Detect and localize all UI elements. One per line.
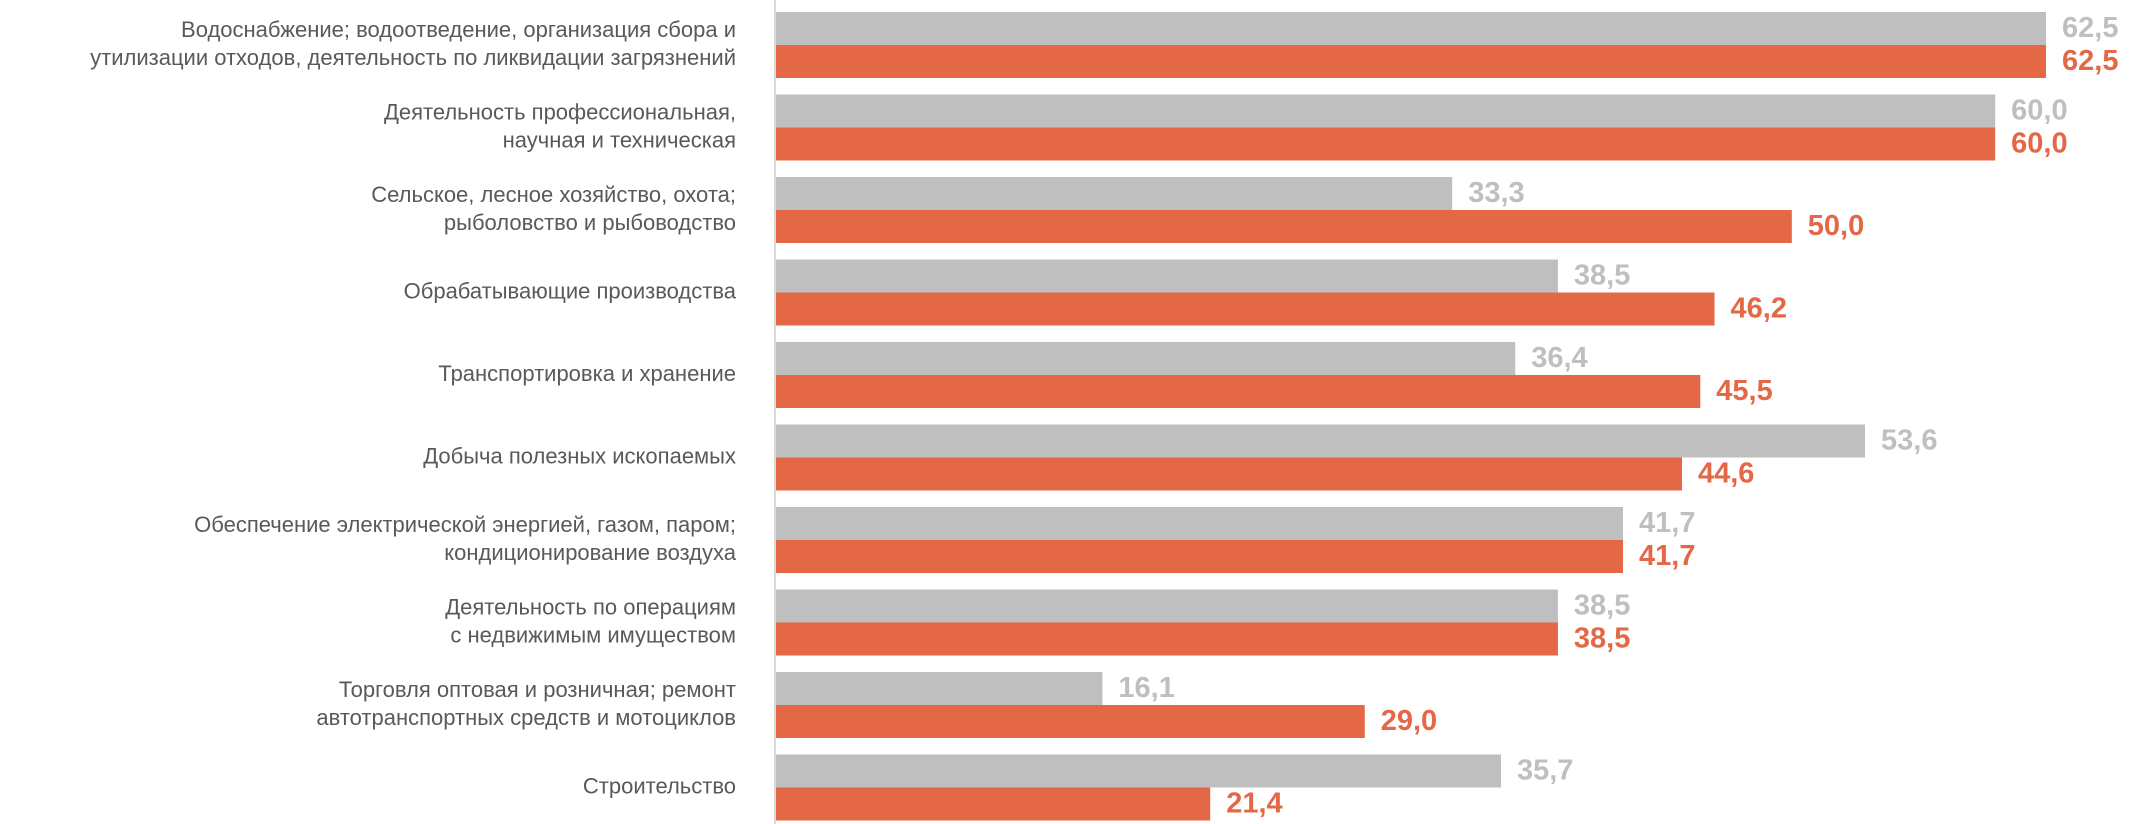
category-label-4-line-0: Транспортировка и хранение (438, 361, 736, 386)
bar-s0-5 (775, 424, 1866, 458)
bars-layer (775, 12, 2046, 821)
data-label-s1-4: 45,5 (1716, 375, 1772, 407)
category-label-5-line-0: Добыча полезных ископаемых (423, 443, 736, 468)
category-label-2-line-1: рыболовство и рыбоводство (444, 210, 736, 235)
category-label-1-line-0: Деятельность профессиональная, (384, 99, 736, 124)
bar-s1-6 (775, 540, 1624, 573)
bar-s0-8 (775, 672, 1103, 705)
bar-s1-2 (775, 210, 1792, 243)
category-label-0-line-0: Водоснабжение; водоотведение, организаци… (181, 17, 736, 42)
category-label-3-line-0: Обрабатывающие производства (404, 278, 737, 303)
data-label-s0-8: 16,1 (1118, 672, 1174, 704)
category-label-8-line-1: автотранспортных средств и мотоциклов (316, 705, 736, 730)
bar-s1-8 (775, 705, 1365, 738)
category-label-9-line-0: Строительство (583, 773, 736, 798)
category-label-6-line-0: Обеспечение электрической энергией, газо… (194, 512, 736, 537)
bar-s0-9 (775, 754, 1501, 788)
data-label-s1-0: 62,5 (2062, 45, 2118, 77)
data-label-s1-6: 41,7 (1639, 540, 1695, 572)
data-label-s1-7: 38,5 (1574, 623, 1630, 655)
data-label-s1-8: 29,0 (1381, 705, 1437, 737)
data-label-s0-9: 35,7 (1517, 755, 1573, 787)
category-label-2-line-0: Сельское, лесное хозяйство, охота; (371, 182, 736, 207)
category-label-7-line-1: с недвижимым имуществом (450, 622, 736, 647)
bar-s0-2 (775, 177, 1453, 210)
bar-s1-5 (775, 457, 1682, 491)
bar-s1-3 (775, 292, 1715, 326)
bar-s1-9 (775, 787, 1211, 821)
bar-s1-4 (775, 375, 1701, 408)
bar-s0-1 (775, 94, 1996, 128)
bar-s1-0 (775, 45, 2046, 78)
bar-s0-7 (775, 589, 1558, 623)
data-label-s0-5: 53,6 (1881, 425, 1937, 457)
category-label-8-line-0: Торговля оптовая и розничная; ремонт (339, 677, 736, 702)
category-label-7-line-0: Деятельность по операциям (445, 594, 736, 619)
data-label-s1-5: 44,6 (1698, 458, 1754, 490)
category-label-1-line-1: научная и техническая (503, 127, 736, 152)
category-label-6-line-1: кондиционирование воздуха (444, 540, 737, 565)
data-label-s1-9: 21,4 (1226, 788, 1282, 820)
data-label-s0-2: 33,3 (1468, 177, 1524, 209)
data-label-s1-3: 46,2 (1731, 293, 1787, 325)
data-label-s1-1: 60,0 (2011, 128, 2067, 160)
bar-s0-6 (775, 507, 1624, 540)
bar-s1-1 (775, 127, 1996, 161)
category-label-0-line-1: утилизации отходов, деятельность по ликв… (90, 45, 736, 70)
data-label-s1-2: 50,0 (1808, 210, 1864, 242)
data-label-s0-6: 41,7 (1639, 507, 1695, 539)
bar-s0-3 (775, 259, 1558, 293)
bar-s1-7 (775, 622, 1558, 656)
data-label-s0-4: 36,4 (1531, 342, 1587, 374)
bar-s0-0 (775, 12, 2046, 45)
data-label-s0-0: 62,5 (2062, 12, 2118, 44)
data-label-s0-7: 38,5 (1574, 590, 1630, 622)
bar-s0-4 (775, 342, 1516, 375)
labels-layer: 62,562,5 Водоснабжение; водоотведение, ор… (90, 12, 2118, 820)
data-label-s0-1: 60,0 (2011, 95, 2067, 127)
data-label-s0-3: 38,5 (1574, 260, 1630, 292)
